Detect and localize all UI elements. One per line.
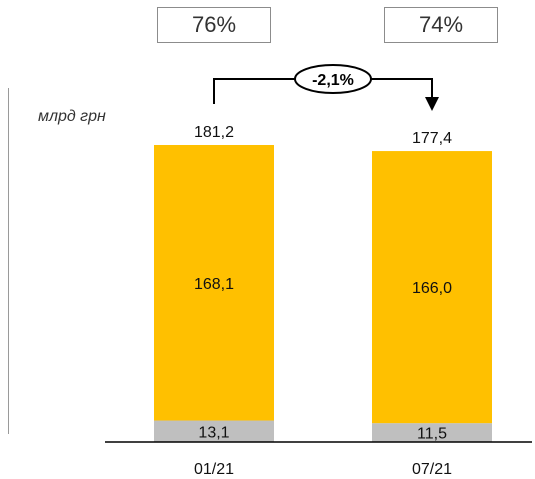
- bar-segment: [154, 145, 274, 421]
- share-box-0121: 76%: [157, 7, 271, 43]
- share-box-0721: 74%: [384, 7, 498, 43]
- bar-segment: [372, 151, 492, 424]
- total-label: 177,4: [412, 130, 452, 147]
- category-label: 07/21: [412, 461, 452, 478]
- bar-segment: [154, 420, 274, 442]
- data-label-main: 168,1: [194, 276, 234, 293]
- left-divider: [8, 88, 9, 434]
- data-label-base: 11,5: [417, 426, 447, 443]
- change-label: -2,1%: [312, 72, 354, 89]
- total-label: 181,2: [194, 124, 234, 141]
- category-label: 01/21: [194, 461, 234, 478]
- data-label-base: 13,1: [198, 424, 229, 441]
- bar-segment: [372, 423, 492, 442]
- data-label-main: 166,0: [412, 280, 452, 297]
- change-badge: [294, 64, 372, 94]
- unit-label: млрд грн: [38, 108, 106, 125]
- change-arrowhead: [425, 97, 439, 111]
